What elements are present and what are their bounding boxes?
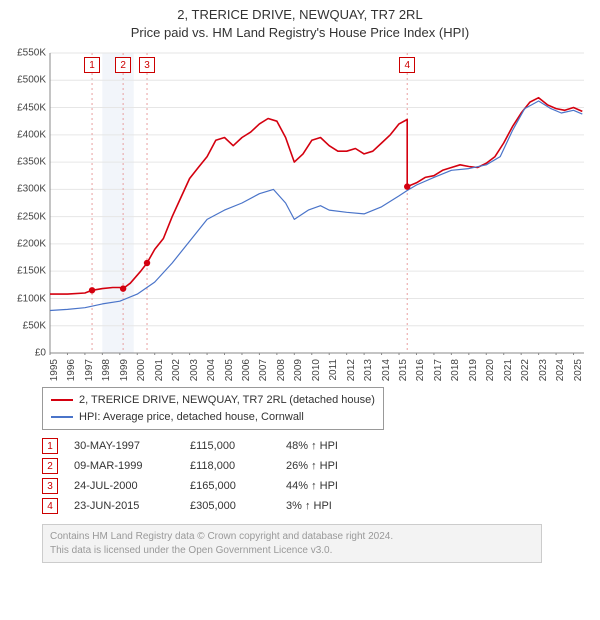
y-axis-label: £0 bbox=[8, 348, 46, 359]
sale-diff: 44% ↑ HPI bbox=[286, 480, 366, 492]
sale-badge: 3 bbox=[42, 478, 58, 494]
sale-row: 4 23-JUN-2015 £305,000 3% ↑ HPI bbox=[42, 496, 592, 516]
attribution-box: Contains HM Land Registry data © Crown c… bbox=[42, 524, 542, 563]
sale-diff: 3% ↑ HPI bbox=[286, 500, 366, 512]
sale-diff: 48% ↑ HPI bbox=[286, 440, 366, 452]
sale-price: £115,000 bbox=[190, 440, 270, 452]
sale-marker-badge: 1 bbox=[84, 57, 100, 73]
attribution-line-1: Contains HM Land Registry data © Crown c… bbox=[50, 530, 534, 544]
sale-date: 24-JUL-2000 bbox=[74, 480, 174, 492]
y-axis-label: £150K bbox=[8, 266, 46, 277]
sale-marker-badge: 4 bbox=[399, 57, 415, 73]
sale-badge: 1 bbox=[42, 438, 58, 454]
title-line-1: 2, TRERICE DRIVE, NEWQUAY, TR7 2RL bbox=[8, 6, 592, 24]
y-axis-label: £400K bbox=[8, 129, 46, 140]
legend-label: HPI: Average price, detached house, Corn… bbox=[79, 409, 304, 426]
sale-row: 2 09-MAR-1999 £118,000 26% ↑ HPI bbox=[42, 456, 592, 476]
x-axis-label: 2025 bbox=[573, 359, 593, 381]
sale-badge: 4 bbox=[42, 498, 58, 514]
chart-title: 2, TRERICE DRIVE, NEWQUAY, TR7 2RL Price… bbox=[8, 6, 592, 41]
sale-row: 1 30-MAY-1997 £115,000 48% ↑ HPI bbox=[42, 436, 592, 456]
y-axis-label: £500K bbox=[8, 75, 46, 86]
sale-date: 30-MAY-1997 bbox=[74, 440, 174, 452]
sales-table: 1 30-MAY-1997 £115,000 48% ↑ HPI 2 09-MAR-199… bbox=[42, 436, 592, 516]
title-line-2: Price paid vs. HM Land Registry's House … bbox=[8, 24, 592, 42]
legend-label: 2, TRERICE DRIVE, NEWQUAY, TR7 2RL (deta… bbox=[79, 392, 375, 409]
sale-row: 3 24-JUL-2000 £165,000 44% ↑ HPI bbox=[42, 476, 592, 496]
price-chart: £0 £50K £100K £150K £200K £250K £300K £350K £400… bbox=[8, 45, 588, 379]
y-axis-label: £350K bbox=[8, 157, 46, 168]
attribution-line-2: This data is licensed under the Open Gov… bbox=[50, 544, 534, 558]
sale-diff: 26% ↑ HPI bbox=[286, 460, 366, 472]
sale-marker-badge: 2 bbox=[115, 57, 131, 73]
sale-price: £118,000 bbox=[190, 460, 270, 472]
sale-badge: 2 bbox=[42, 458, 58, 474]
y-axis-label: £200K bbox=[8, 239, 46, 250]
y-axis-label: £50K bbox=[8, 320, 46, 331]
legend-swatch bbox=[51, 399, 73, 401]
sale-marker-badge: 3 bbox=[139, 57, 155, 73]
legend-row: HPI: Average price, detached house, Corn… bbox=[51, 409, 375, 426]
y-axis-label: £100K bbox=[8, 293, 46, 304]
legend-row: 2, TRERICE DRIVE, NEWQUAY, TR7 2RL (deta… bbox=[51, 392, 375, 409]
y-axis-label: £250K bbox=[8, 211, 46, 222]
sale-price: £165,000 bbox=[190, 480, 270, 492]
y-axis-label: £450K bbox=[8, 102, 46, 113]
sale-price: £305,000 bbox=[190, 500, 270, 512]
sale-date: 23-JUN-2015 bbox=[74, 500, 174, 512]
y-axis-label: £550K bbox=[8, 48, 46, 59]
legend-swatch bbox=[51, 416, 73, 418]
y-axis-label: £300K bbox=[8, 184, 46, 195]
sale-date: 09-MAR-1999 bbox=[74, 460, 174, 472]
chart-legend: 2, TRERICE DRIVE, NEWQUAY, TR7 2RL (deta… bbox=[42, 387, 384, 430]
